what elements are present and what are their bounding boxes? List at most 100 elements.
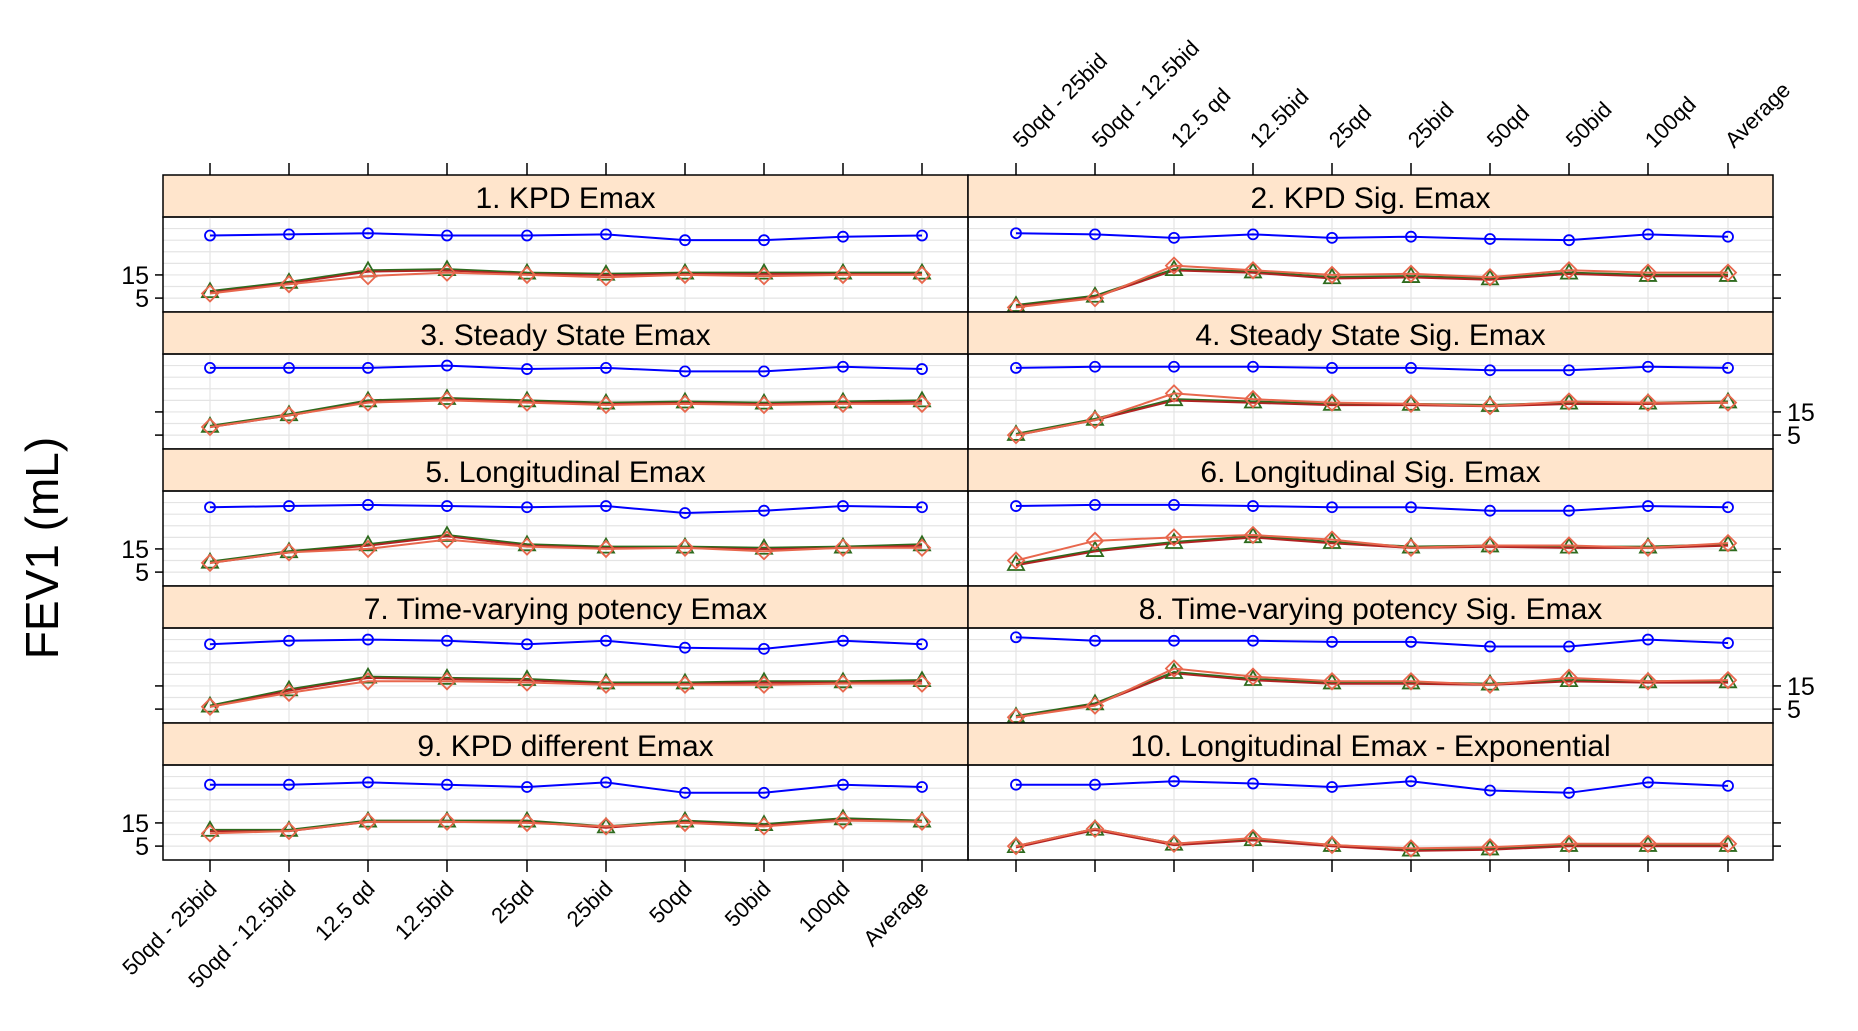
panel-strip: [967, 311, 1774, 355]
series-line-red: [209, 538, 922, 564]
data-point: [1006, 424, 1026, 441]
data-point: [1322, 672, 1342, 691]
panel-9: 9. KPD different Emax 155: [121, 722, 969, 861]
data-point: [833, 536, 853, 554]
data-point: [833, 265, 853, 285]
panel-strip: [162, 448, 969, 492]
data-point: [1722, 637, 1734, 649]
panel-2: 2. KPD Sig. Emax: [967, 174, 1781, 317]
series-line-red: [1015, 392, 1728, 437]
data-point: [754, 541, 774, 561]
x-tick-label-top: 50bid: [1561, 97, 1617, 153]
data-point: [1243, 828, 1263, 848]
data-point: [837, 778, 849, 791]
data-point: [1484, 784, 1496, 797]
data-point: [1484, 504, 1496, 517]
data-point: [200, 824, 220, 843]
data-point: [912, 810, 932, 828]
data-point: [837, 230, 849, 243]
data-point: [1006, 836, 1026, 856]
data-point: [596, 539, 616, 559]
panel-title: 4. Steady State Sig. Emax: [1195, 319, 1545, 352]
y-tick-label: 5: [135, 285, 149, 313]
data-point: [362, 776, 374, 789]
data-point: [279, 404, 299, 422]
series-line-blue: [1015, 365, 1729, 372]
y-tick-label: 15: [1787, 673, 1815, 701]
series-line-blue: [1015, 503, 1729, 512]
data-point: [517, 393, 537, 412]
data-point: [1168, 634, 1180, 647]
series-line-green: [210, 817, 923, 831]
data-point: [916, 781, 928, 793]
data-point: [1718, 391, 1738, 409]
panel-title: 7. Time-varying potency Emax: [364, 593, 768, 626]
series-line-darkred: [1015, 536, 1729, 567]
data-point: [1722, 779, 1734, 792]
panel-8: 8. Time-varying potency Sig. Emax 155: [967, 585, 1815, 727]
data-point: [912, 812, 932, 832]
series-line-green: [209, 397, 923, 427]
data-point: [1010, 500, 1022, 512]
panel-3: 3. Steady State Emax: [155, 311, 969, 450]
series-line-blue: [209, 232, 923, 242]
data-point: [679, 365, 691, 378]
data-point: [1085, 410, 1105, 430]
data-point: [1006, 554, 1026, 571]
panel-strip: [967, 448, 1774, 492]
data-point: [1638, 834, 1658, 854]
data-point: [1326, 362, 1338, 374]
data-point: [362, 227, 374, 240]
data-point: [1247, 360, 1259, 373]
data-point: [1010, 227, 1022, 240]
data-point: [517, 673, 537, 692]
data-point: [596, 395, 616, 415]
data-point: [916, 638, 928, 651]
data-point: [1247, 228, 1259, 241]
series-line-green: [209, 534, 923, 563]
data-point: [437, 812, 457, 832]
data-point: [1085, 818, 1105, 836]
series-line-red: [1015, 534, 1729, 562]
data-point: [437, 810, 457, 828]
series-line-red: [1015, 667, 1729, 719]
data-point: [912, 265, 932, 285]
x-tick-label-top: Average: [1720, 77, 1795, 152]
data-point: [1405, 636, 1417, 648]
panel-gridlines: [163, 627, 968, 723]
data-point: [916, 363, 928, 375]
panel-gridlines: [163, 764, 968, 860]
data-point: [437, 525, 457, 542]
data-point: [1722, 501, 1734, 514]
data-point: [1085, 288, 1105, 308]
data-point: [754, 266, 774, 286]
series-line-red: [209, 271, 922, 295]
series-line-red: [209, 819, 923, 835]
x-tick-label-bottom: 12.5 qd: [310, 876, 380, 946]
data-point: [837, 634, 849, 647]
data-point: [517, 813, 537, 833]
data-point: [675, 394, 695, 414]
data-point: [675, 265, 695, 285]
data-point: [1164, 384, 1184, 403]
data-point: [675, 536, 695, 554]
data-point: [1322, 393, 1342, 412]
data-point: [437, 672, 457, 691]
data-point: [1563, 786, 1575, 799]
data-point: [1010, 631, 1022, 644]
data-point: [596, 817, 616, 836]
data-point: [358, 810, 378, 828]
data-point: [1006, 551, 1026, 570]
series-line-blue: [1015, 232, 1729, 242]
data-point: [279, 406, 299, 425]
data-point: [441, 229, 453, 242]
data-point: [1718, 533, 1738, 553]
data-point: [1085, 696, 1105, 715]
data-point: [758, 642, 770, 655]
data-point: [358, 266, 378, 286]
series-line-darkred: [209, 269, 922, 294]
data-point: [441, 359, 453, 372]
data-point: [1326, 231, 1338, 244]
